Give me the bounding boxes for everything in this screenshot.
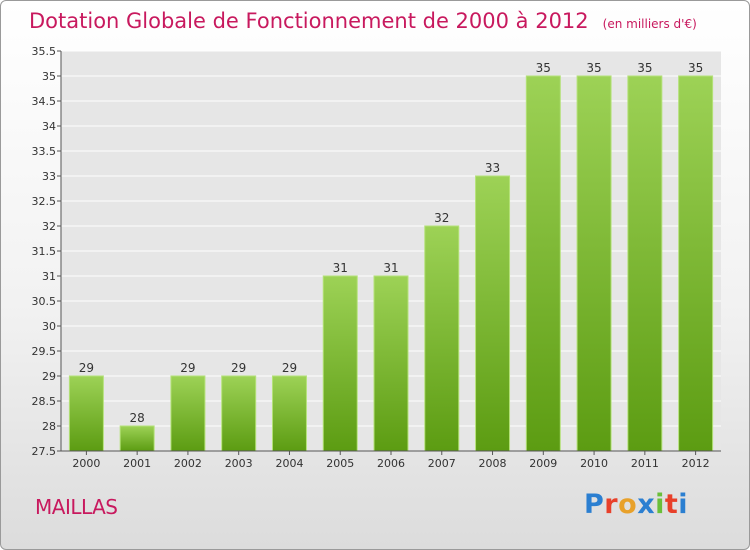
bar xyxy=(678,75,714,452)
bar xyxy=(424,225,460,452)
commune-name: MAILLAS xyxy=(35,495,118,519)
data-label: 29 xyxy=(79,361,94,375)
logo-letter: i xyxy=(678,489,689,520)
x-tick-label: 2012 xyxy=(682,457,710,470)
logo-letter: r xyxy=(604,489,619,520)
data-label: 29 xyxy=(231,361,246,375)
y-tick-label: 35.5 xyxy=(32,45,57,58)
logo-letter: P xyxy=(584,489,605,520)
x-tick-label: 2004 xyxy=(275,457,303,470)
x-tick-label: 2008 xyxy=(479,457,507,470)
y-tick-label: 31 xyxy=(42,270,56,283)
bar xyxy=(322,275,358,452)
data-label: 35 xyxy=(637,61,652,75)
y-tick-label: 32.5 xyxy=(32,195,57,208)
logo-letter: i xyxy=(655,489,665,520)
chart-unit: (en milliers d'€) xyxy=(602,17,697,31)
data-label: 28 xyxy=(130,411,145,425)
bar xyxy=(170,375,206,452)
data-label: 35 xyxy=(586,61,601,75)
chart-title: Dotation Globale de Fonctionnement de 20… xyxy=(29,9,697,33)
y-tick-label: 33 xyxy=(42,170,56,183)
proxiti-logo: Proxiti xyxy=(584,489,688,520)
logo-letter: o xyxy=(618,489,638,520)
x-tick-label: 2007 xyxy=(428,457,456,470)
y-tick-label: 28.5 xyxy=(32,395,57,408)
data-label: 29 xyxy=(282,361,297,375)
bar xyxy=(373,275,409,452)
logo-letter: x xyxy=(637,489,656,520)
y-tick-label: 35 xyxy=(42,70,56,83)
data-label: 31 xyxy=(383,261,398,275)
x-tick-label: 2011 xyxy=(631,457,659,470)
y-tick-label: 34 xyxy=(42,120,56,133)
data-label: 31 xyxy=(333,261,348,275)
y-tick-label: 33.5 xyxy=(32,145,57,158)
y-tick-label: 31.5 xyxy=(32,245,57,258)
x-tick-label: 2009 xyxy=(529,457,557,470)
bar xyxy=(525,75,561,452)
data-label: 35 xyxy=(536,61,551,75)
y-tick-label: 29.5 xyxy=(32,345,57,358)
data-label: 35 xyxy=(688,61,703,75)
bar xyxy=(68,375,104,452)
y-tick-label: 34.5 xyxy=(32,95,57,108)
logo-letter: t xyxy=(664,489,679,520)
y-tick-label: 30 xyxy=(42,320,56,333)
bar xyxy=(627,75,663,452)
data-label: 29 xyxy=(180,361,195,375)
x-tick-label: 2005 xyxy=(326,457,354,470)
y-tick-label: 28 xyxy=(42,420,56,433)
y-tick-label: 32 xyxy=(42,220,56,233)
x-tick-label: 2003 xyxy=(225,457,253,470)
y-tick-label: 27.5 xyxy=(32,445,57,458)
data-label: 33 xyxy=(485,161,500,175)
bar xyxy=(221,375,257,452)
x-tick-label: 2002 xyxy=(174,457,202,470)
data-label: 32 xyxy=(434,211,449,225)
x-tick-label: 2001 xyxy=(123,457,151,470)
bar xyxy=(271,375,307,452)
chart-title-text: Dotation Globale de Fonctionnement de 20… xyxy=(29,9,589,33)
x-tick-label: 2010 xyxy=(580,457,608,470)
x-tick-label: 2006 xyxy=(377,457,405,470)
bar xyxy=(475,175,511,452)
y-tick-label: 29 xyxy=(42,370,56,383)
bar xyxy=(576,75,612,452)
y-tick-label: 30.5 xyxy=(32,295,57,308)
bar xyxy=(119,425,155,452)
x-tick-label: 2000 xyxy=(72,457,100,470)
